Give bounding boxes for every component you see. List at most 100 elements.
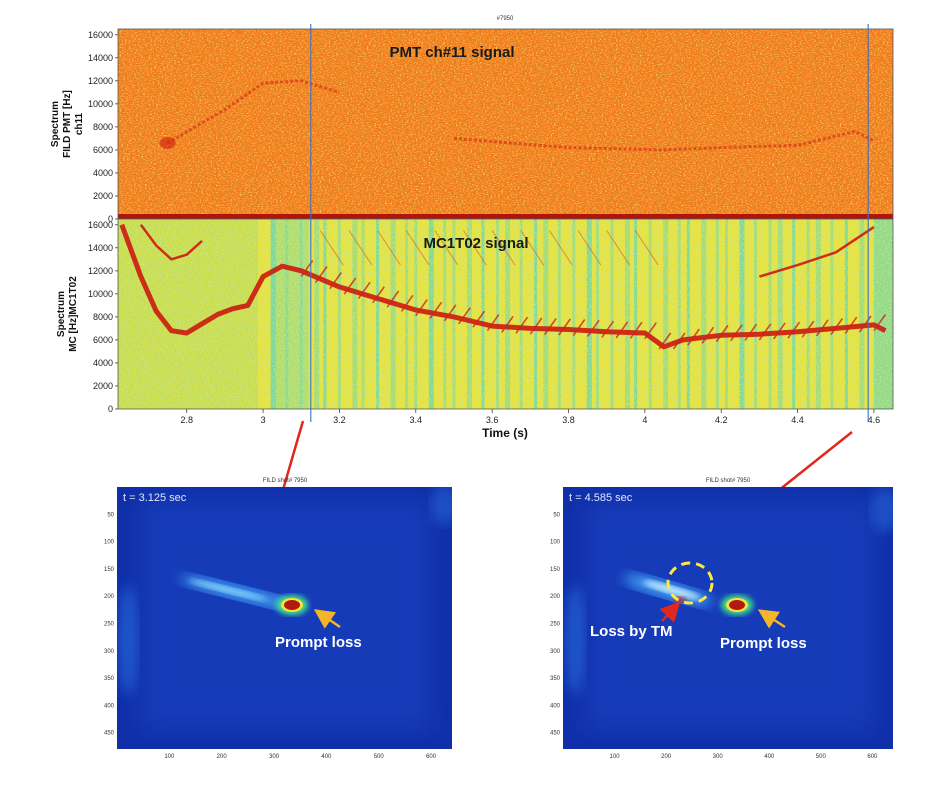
x-tick-label: 3.4 xyxy=(410,415,423,425)
fild-right-xtick-label: 600 xyxy=(867,754,878,760)
top-ytick-label: 8000 xyxy=(93,122,113,132)
fild-right-ticks: 100 200 300 400 500 600 50 100 150 200 250 300 350 40… xyxy=(550,512,878,760)
fild-right-ytick-label: 100 xyxy=(550,540,561,546)
fild-right-edge-glow xyxy=(565,585,585,695)
top-ylabel-line-1: Spectrum xyxy=(50,101,61,147)
fild-right-xtick-label: 400 xyxy=(764,754,775,760)
fild-left-prompt-loss-label: Prompt loss xyxy=(275,634,362,651)
fild-right-xtick-label: 500 xyxy=(816,754,827,760)
bottom-y-ticks: 0 2000 4000 6000 8000 10000 12000 14000 16000 xyxy=(88,220,118,414)
bottom-ylabel-line-2: MC [Hz]MC1T02 xyxy=(68,276,79,352)
series-rising-harmonic xyxy=(759,226,875,278)
bottom-ytick-label: 16000 xyxy=(88,220,113,230)
bottom-axes-frame xyxy=(117,218,894,410)
fild-right-tm-arrow xyxy=(659,601,681,623)
fild-left-streak-core xyxy=(189,579,267,601)
top-ytick-label: 10000 xyxy=(88,99,113,109)
fild-left-xtick-label: 600 xyxy=(426,754,437,760)
bottom-ylabel-line-1: Spectrum xyxy=(56,291,67,337)
fild-left-xtick-label: 400 xyxy=(321,754,332,760)
x-axis-label: Time (s) xyxy=(482,426,528,440)
fild-left-ticks: 100 200 300 400 500 600 50 100 150 200 250 300 350 40… xyxy=(104,512,437,760)
fild-right-corner-glow xyxy=(871,488,893,532)
time-cursors xyxy=(310,24,869,422)
bottom-ytick-label: 12000 xyxy=(88,266,113,276)
fild-left-title: FILD shot# 7950 xyxy=(263,478,308,484)
fild-left-edge-glow xyxy=(118,585,138,695)
fild-right-ytick-label: 300 xyxy=(550,649,561,655)
bottom-ytick-label: 8000 xyxy=(93,312,113,322)
top-y-axis-label: Spectrum FILD PMT [Hz] ch11 xyxy=(50,90,85,158)
fild-left-ytick-label: 150 xyxy=(104,567,115,573)
top-mode-trace xyxy=(453,129,875,152)
fild-left-ytick-label: 300 xyxy=(104,649,115,655)
x-tick-label: 3.2 xyxy=(333,415,346,425)
top-mode-traces xyxy=(159,79,875,152)
fild-right-title: FILD shot# 7950 xyxy=(706,478,751,484)
bottom-ytick-label: 4000 xyxy=(93,358,113,368)
x-tick-label: 4.4 xyxy=(791,415,804,425)
x-tick-label: 4.2 xyxy=(715,415,728,425)
top-ylabel-line-3: ch11 xyxy=(74,112,85,135)
bottom-spectrogram: 0 2000 4000 6000 8000 10000 12000 14000 16000 2.… xyxy=(56,218,894,440)
fild-right-ytick-label: 450 xyxy=(550,731,561,737)
top-mode-trace xyxy=(166,79,340,145)
fild-left-corner-glow xyxy=(431,487,452,525)
fild-right-prompt-loss-label: Prompt loss xyxy=(720,635,807,652)
bottom-mode-series xyxy=(119,223,887,350)
fild-right-ytick-label: 250 xyxy=(550,621,561,627)
top-ytick-label: 4000 xyxy=(93,168,113,178)
fild-left-xtick-label: 200 xyxy=(217,754,228,760)
fild-left-ytick-label: 250 xyxy=(104,621,115,627)
fild-right-tm-label: Loss by TM xyxy=(590,623,673,640)
fild-image-right: FILD shot# 7950 100 200 300 400 500 600501001… xyxy=(550,478,893,760)
bottom-x-ticks: 2.8 3 3.2 3.4 3.6 3.8 4 4.2 4.4 4.6 xyxy=(180,409,880,425)
fild-right-xtick-label: 200 xyxy=(661,754,672,760)
fild-left-xtick-label: 500 xyxy=(374,754,385,760)
tm-highlight-circle xyxy=(666,561,714,605)
top-bottom-band xyxy=(118,214,893,219)
fild-left-ytick-label: 200 xyxy=(104,594,115,600)
bottom-ytick-label: 2000 xyxy=(93,381,113,391)
fild-left-ytick-label: 400 xyxy=(104,703,115,709)
top-spectrogram: 0 2000 4000 6000 8000 10000 12000 14000 16000 PM… xyxy=(50,28,894,224)
fild-left-ytick-label: 450 xyxy=(104,731,115,737)
fild-right-xtick-label: 100 xyxy=(610,754,621,760)
fild-left-ytick-label: 50 xyxy=(107,512,114,518)
bottom-ytick-label: 10000 xyxy=(88,289,113,299)
top-ytick-label: 0 xyxy=(108,214,113,224)
x-tick-label: 4 xyxy=(642,415,647,425)
fild-left-xtick-label: 300 xyxy=(269,754,280,760)
top-ytick-label: 16000 xyxy=(88,30,113,40)
harmonic-streaks xyxy=(319,230,659,266)
fild-left-time-label: t = 3.125 sec xyxy=(123,492,187,504)
fild-right-ytick-label: 50 xyxy=(553,512,560,518)
top-y-ticks: 0 2000 4000 6000 8000 10000 12000 14000 16000 xyxy=(88,30,118,224)
fild-right-vignette xyxy=(585,500,875,730)
x-tick-label: 2.8 xyxy=(180,415,193,425)
top-ytick-label: 12000 xyxy=(88,76,113,86)
fild-image-left: FILD shot# 7950 100 200 300 400 500 600501001… xyxy=(104,478,452,760)
fild-right-ytick-label: 350 xyxy=(550,676,561,682)
fild-right-ytick-label: 200 xyxy=(550,594,561,600)
fild-left-arrow xyxy=(313,609,341,629)
bottom-ytick-label: 14000 xyxy=(88,243,113,253)
fild-right-spot-core xyxy=(729,600,745,610)
series-upper-branch xyxy=(139,224,203,261)
top-ytick-label: 2000 xyxy=(93,191,113,201)
bottom-y-axis-label: Spectrum MC [Hz]MC1T02 xyxy=(56,276,79,352)
fild-left-ytick-label: 350 xyxy=(104,676,115,682)
top-ylabel-line-2: FILD PMT [Hz] xyxy=(62,90,73,158)
top-feature-spot xyxy=(159,137,176,149)
fild-left-ytick-label: 100 xyxy=(104,540,115,546)
top-spectrogram-speckle xyxy=(118,29,893,219)
top-ytick-label: 6000 xyxy=(93,145,113,155)
x-tick-label: 3 xyxy=(261,415,266,425)
bottom-ytick-label: 0 xyxy=(108,404,113,414)
fild-right-ytick-label: 400 xyxy=(550,703,561,709)
bottom-panel-title: MC1T02 signal xyxy=(423,235,528,252)
fild-right-streak-core xyxy=(643,580,701,600)
x-tick-label: 3.8 xyxy=(562,415,575,425)
fild-right-time-label: t = 4.585 sec xyxy=(569,492,633,504)
